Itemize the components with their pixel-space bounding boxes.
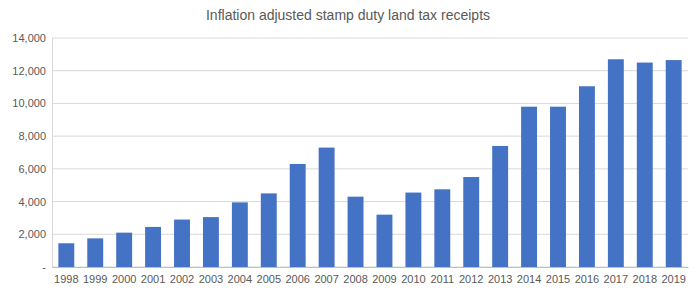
x-tick-label: 2011 [430,273,454,285]
bar [261,193,277,267]
y-tick: 8,000 [18,130,52,142]
x-tick: 2006 [285,267,309,285]
x-tick: 2005 [257,267,281,285]
y-tick-label: 4,000 [18,196,46,208]
bar [608,59,624,267]
x-tick-label: 2013 [488,273,512,285]
y-tick: 6,000 [18,163,52,175]
x-tick: 2008 [343,267,367,285]
x-tick-label: 2007 [314,273,338,285]
x-tick: 2000 [112,267,136,285]
bar [637,63,653,267]
x-tick: 2015 [546,267,570,285]
y-tick-label: 10,000 [12,97,46,109]
bar [145,227,161,267]
x-tick-label: 1999 [83,273,107,285]
bar [550,107,566,267]
x-tick-label: 2012 [459,273,483,285]
plot: - 2,000 4,000 6,000 8,000 10,000 12,000 14,000 1… [12,32,688,285]
x-tick: 2014 [517,267,541,285]
y-tick-label: 8,000 [18,130,46,142]
x-tick: 2007 [314,267,338,285]
x-axis: 1998 1999 2000 2001 2002 2003 2004 2005 2006 2007… [53,267,689,285]
bar [290,164,306,267]
x-tick-label: 2015 [546,273,570,285]
y-axis: - 2,000 4,000 6,000 8,000 10,000 12,000 14,000 [12,32,52,273]
x-tick-label: 2009 [372,273,396,285]
y-tick: 14,000 [12,32,52,44]
x-tick-label: 2014 [517,273,541,285]
x-tick-label: 2004 [228,273,252,285]
x-tick-label: 2000 [112,273,136,285]
x-tick: 2013 [488,267,512,285]
bar [666,60,682,267]
y-tick-label: 14,000 [12,32,46,44]
chart: Inflation adjusted stamp duty land tax r… [0,0,696,295]
x-tick-label: 2018 [633,273,657,285]
title: Inflation adjusted stamp duty land tax r… [206,7,490,23]
x-tick: 2018 [633,267,657,285]
x-tick-label: 2006 [285,273,309,285]
x-tick-label: 2002 [170,273,194,285]
bar [174,220,190,267]
x-tick-label: 2003 [199,273,223,285]
bar [87,238,103,267]
x-tick: 2012 [459,267,483,285]
bars [58,59,681,267]
x-tick-label: 2019 [661,273,685,285]
x-tick-label: 2005 [257,273,281,285]
x-tick: 1998 [54,267,78,285]
y-tick: 12,000 [12,65,52,77]
x-tick: 2010 [401,267,425,285]
y-tick: 2,000 [18,228,52,240]
x-tick-label: 2016 [575,273,599,285]
x-tick: 1999 [83,267,107,285]
x-tick: 2001 [141,267,165,285]
x-tick: 2004 [228,267,252,285]
x-tick: 2011 [430,267,454,285]
bar [579,86,595,267]
x-tick-label: 2001 [141,273,165,285]
x-axis-line [53,267,689,268]
bar [377,215,393,267]
y-tick-label: - [42,261,46,273]
bar [521,107,537,267]
bar [116,233,132,267]
x-tick-label: 2010 [401,273,425,285]
grid-line [52,38,688,39]
x-tick: 2003 [199,267,223,285]
bar [463,177,479,267]
y-tick-label: 6,000 [18,163,46,175]
y-axis-line [52,39,53,268]
x-tick-label: 1998 [54,273,78,285]
y-tick-label: 12,000 [12,65,46,77]
x-tick: 2019 [661,267,685,285]
bar [58,243,74,267]
y-tick-label: 2,000 [18,228,46,240]
bar [348,197,364,267]
x-tick-label: 2008 [343,273,367,285]
x-tick: 2017 [604,267,628,285]
y-tick: 10,000 [12,97,52,109]
bar [405,193,421,267]
x-tick: 2016 [575,267,599,285]
y-tick: - [42,261,52,273]
x-tick: 2002 [170,267,194,285]
bar [492,146,508,267]
bar [203,217,219,267]
x-tick-label: 2017 [604,273,628,285]
bar [434,189,450,267]
bar [319,148,335,267]
grid [52,38,688,267]
y-tick: 4,000 [18,196,52,208]
x-tick: 2009 [372,267,396,285]
grid-line [52,70,688,71]
bar [232,202,248,267]
